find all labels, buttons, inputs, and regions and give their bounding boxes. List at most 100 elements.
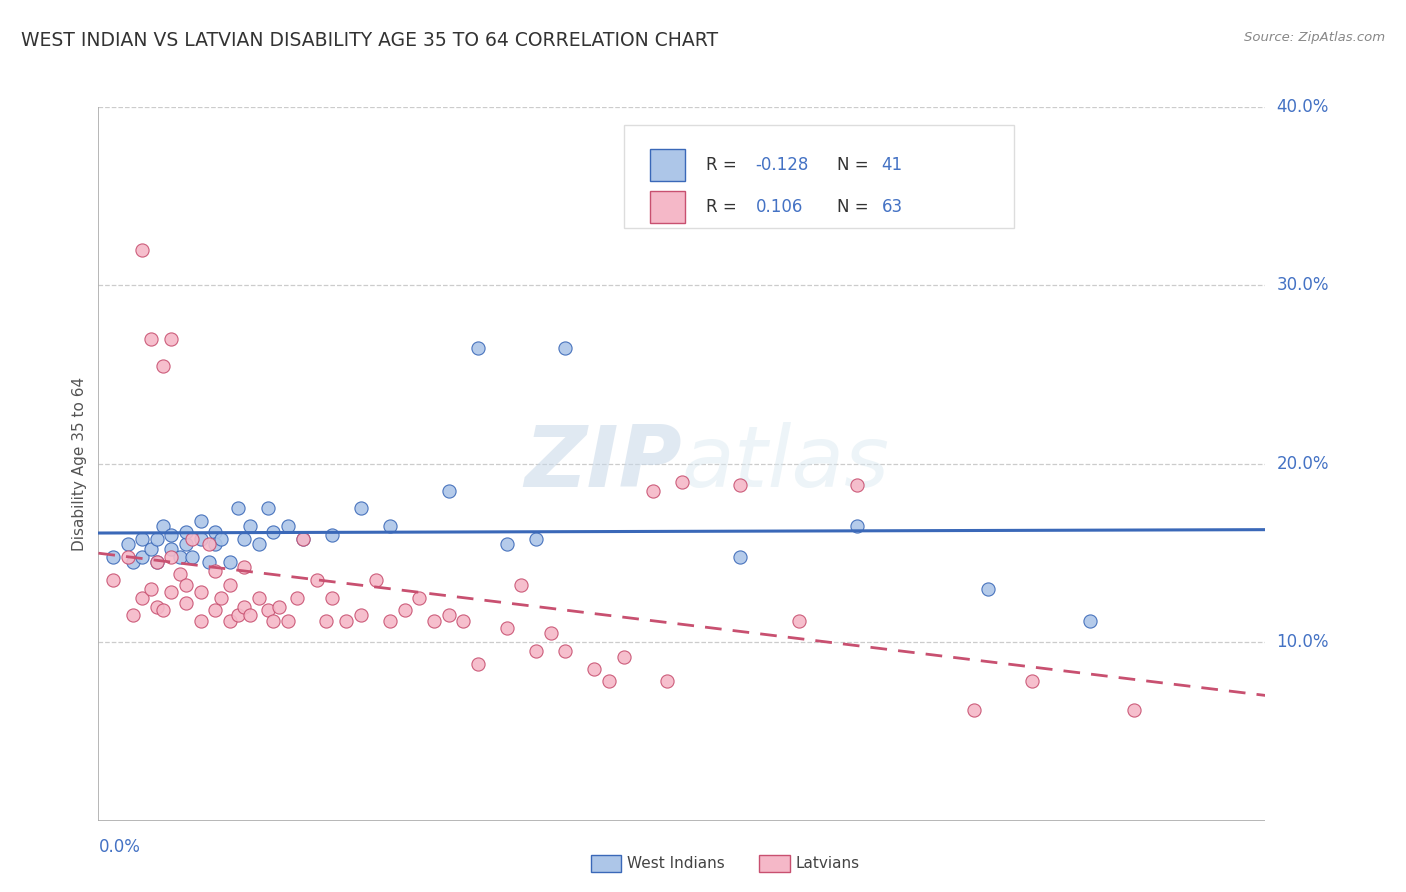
Point bbox=[657, 674, 679, 689]
Point bbox=[239, 519, 262, 533]
Point bbox=[139, 542, 162, 557]
Y-axis label: Disability Age 35 to 64: Disability Age 35 to 64 bbox=[72, 376, 87, 551]
Point bbox=[218, 578, 240, 592]
Point bbox=[180, 532, 202, 546]
Point bbox=[218, 555, 240, 569]
Point bbox=[1080, 614, 1102, 628]
Bar bbox=[651, 192, 685, 224]
Point bbox=[204, 564, 226, 578]
Point bbox=[291, 532, 314, 546]
Point bbox=[146, 555, 169, 569]
Text: WEST INDIAN VS LATVIAN DISABILITY AGE 35 TO 64 CORRELATION CHART: WEST INDIAN VS LATVIAN DISABILITY AGE 35… bbox=[21, 31, 718, 50]
Text: ZIP: ZIP bbox=[524, 422, 682, 506]
Text: 0.106: 0.106 bbox=[755, 198, 803, 217]
Point bbox=[256, 501, 278, 516]
Point bbox=[160, 585, 183, 599]
Point bbox=[160, 542, 183, 557]
Point bbox=[496, 537, 519, 551]
Point bbox=[394, 603, 416, 617]
Point bbox=[190, 514, 212, 528]
Point bbox=[239, 608, 262, 623]
Point bbox=[190, 532, 212, 546]
Point bbox=[152, 603, 174, 617]
Point bbox=[846, 519, 869, 533]
Point bbox=[612, 649, 634, 664]
FancyBboxPatch shape bbox=[624, 125, 1015, 228]
Point bbox=[335, 614, 357, 628]
Point bbox=[467, 657, 489, 671]
Point bbox=[122, 608, 145, 623]
Text: R =: R = bbox=[706, 198, 742, 217]
Point bbox=[117, 549, 139, 564]
Point bbox=[146, 599, 169, 614]
Text: 40.0%: 40.0% bbox=[1277, 98, 1329, 116]
Point bbox=[233, 560, 256, 574]
Point bbox=[277, 614, 299, 628]
Point bbox=[160, 549, 183, 564]
Point bbox=[139, 332, 162, 346]
Point bbox=[131, 243, 153, 257]
Text: Source: ZipAtlas.com: Source: ZipAtlas.com bbox=[1244, 31, 1385, 45]
Point bbox=[190, 614, 212, 628]
Point bbox=[1021, 674, 1043, 689]
Point bbox=[350, 608, 373, 623]
Bar bbox=[651, 149, 685, 181]
Point bbox=[437, 608, 460, 623]
Point bbox=[228, 608, 250, 623]
Point bbox=[180, 549, 202, 564]
Point bbox=[198, 555, 221, 569]
Point bbox=[233, 532, 256, 546]
Point bbox=[467, 341, 489, 355]
Point bbox=[962, 703, 984, 717]
Point bbox=[315, 614, 337, 628]
Point bbox=[380, 519, 402, 533]
Point bbox=[247, 537, 270, 551]
Point bbox=[540, 626, 562, 640]
Text: N =: N = bbox=[837, 198, 875, 217]
Point bbox=[101, 573, 124, 587]
Point bbox=[174, 578, 197, 592]
Point bbox=[174, 596, 197, 610]
Point bbox=[437, 483, 460, 498]
Point bbox=[787, 614, 810, 628]
Point bbox=[131, 549, 153, 564]
Point bbox=[262, 614, 284, 628]
Text: R =: R = bbox=[706, 156, 742, 174]
Text: -0.128: -0.128 bbox=[755, 156, 808, 174]
Point bbox=[1123, 703, 1146, 717]
Point bbox=[146, 532, 169, 546]
Point bbox=[160, 332, 183, 346]
Text: N =: N = bbox=[837, 156, 875, 174]
Point bbox=[247, 591, 270, 605]
Point bbox=[423, 614, 446, 628]
Text: 30.0%: 30.0% bbox=[1277, 277, 1329, 294]
Point bbox=[131, 532, 153, 546]
Point bbox=[510, 578, 533, 592]
Point bbox=[209, 532, 232, 546]
Point bbox=[846, 478, 869, 492]
Point bbox=[277, 519, 299, 533]
Point bbox=[451, 614, 474, 628]
Point bbox=[408, 591, 430, 605]
Point bbox=[524, 532, 547, 546]
Text: 41: 41 bbox=[882, 156, 903, 174]
Point bbox=[139, 582, 162, 596]
Text: 10.0%: 10.0% bbox=[1277, 633, 1329, 651]
Text: West Indians: West Indians bbox=[627, 856, 725, 871]
Point bbox=[152, 519, 174, 533]
Point bbox=[350, 501, 373, 516]
Point bbox=[160, 528, 183, 542]
Point bbox=[122, 555, 145, 569]
Point bbox=[496, 621, 519, 635]
Point bbox=[233, 599, 256, 614]
Point bbox=[204, 524, 226, 539]
Point bbox=[380, 614, 402, 628]
Text: Latvians: Latvians bbox=[796, 856, 860, 871]
Text: atlas: atlas bbox=[682, 422, 890, 506]
Point bbox=[285, 591, 308, 605]
Point bbox=[174, 537, 197, 551]
Point bbox=[671, 475, 693, 489]
Point bbox=[146, 555, 169, 569]
Point bbox=[190, 585, 212, 599]
Point bbox=[598, 674, 620, 689]
